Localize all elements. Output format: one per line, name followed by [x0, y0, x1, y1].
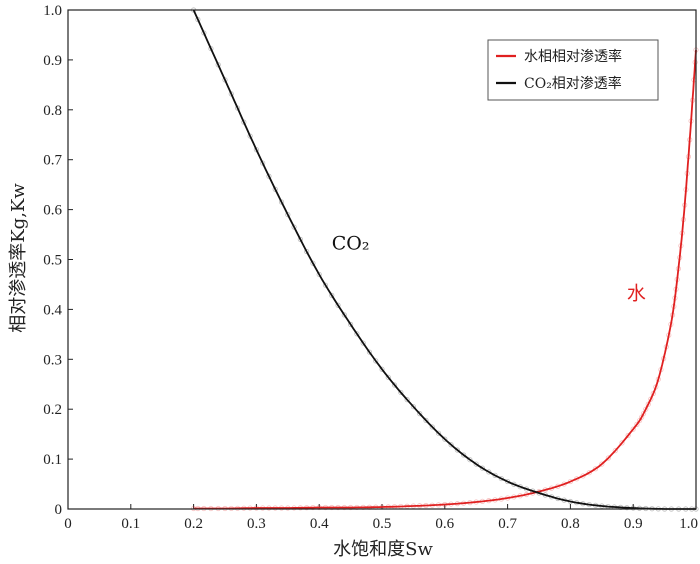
y-tick-label: 0 — [55, 502, 63, 518]
y-axis-title: 相对渗透率Kg,Kw — [8, 183, 29, 333]
curve-sample-marker — [404, 397, 410, 403]
curve-sample-marker — [429, 424, 435, 430]
legend-label-water: 水相相对渗透率 — [524, 48, 622, 65]
curve-sample-marker — [417, 411, 423, 417]
x-axis-ticks: 0 0.1 0.2 0.3 0.4 0.5 0.6 0.7 0.8 0.9 1.0 — [64, 504, 698, 532]
co2-rel-perm-curve — [192, 9, 696, 510]
series-layer — [191, 7, 699, 512]
curve-sample-marker — [304, 248, 310, 255]
y-tick-label: 0.3 — [43, 352, 62, 368]
curve-sample-marker — [473, 461, 479, 467]
curve-sample-marker — [341, 312, 347, 318]
x-tick-label: 0 — [64, 516, 72, 532]
plot-frame — [67, 9, 697, 510]
curve-sample-marker — [454, 447, 460, 453]
curve-sample-marker — [492, 472, 498, 478]
curve-sample-marker — [461, 452, 467, 458]
curve-sample-marker — [448, 442, 454, 448]
x-tick-label: 0.2 — [184, 516, 203, 532]
curve-sample-marker — [354, 331, 360, 337]
y-axis-ticks: 0 0.1 0.2 0.3 0.4 0.5 0.6 0.7 0.8 0.9 1.0 — [43, 3, 73, 518]
curve-sample-marker — [498, 475, 504, 482]
curve-sample-marker — [605, 455, 611, 461]
curve-sample-marker — [467, 457, 473, 463]
x-tick-label: 0.8 — [561, 516, 580, 532]
curve-sample-marker — [586, 470, 592, 476]
curve-sample-marker — [260, 160, 266, 166]
curve-sample-marker — [329, 292, 335, 298]
curve-sample-marker — [247, 133, 253, 139]
curve-sample-marker — [639, 414, 645, 420]
curve-sample-marker — [504, 478, 511, 485]
x-tick-label: 0.6 — [435, 516, 454, 532]
curve-sample-marker — [435, 430, 442, 436]
curve-sample-marker — [592, 466, 599, 472]
curve-annotations: CO₂ 水 — [332, 233, 646, 305]
curve-sample-marker — [385, 374, 391, 380]
x-tick-label: 0.4 — [310, 516, 329, 532]
curve-sample-marker — [630, 426, 636, 432]
x-axis-title: 水饱和度Sw — [333, 539, 433, 560]
curve-sample-marker — [310, 260, 316, 266]
y-tick-label: 0.1 — [43, 452, 62, 468]
curve-sample-marker — [360, 340, 366, 346]
curve-sample-marker — [379, 366, 385, 372]
curve-sample-marker — [625, 432, 631, 439]
curve-sample-marker — [347, 321, 354, 327]
curve-sample-marker — [297, 236, 303, 242]
y-tick-label: 0.2 — [43, 402, 62, 418]
co2-curve-label: CO₂ — [332, 233, 370, 255]
y-tick-label: 0.9 — [43, 53, 62, 69]
curve-sample-marker — [643, 406, 649, 412]
y-tick-label: 0.4 — [43, 302, 62, 318]
curve-sample-marker — [442, 436, 448, 442]
x-tick-label: 0.7 — [498, 516, 517, 532]
y-tick-label: 0.7 — [43, 153, 62, 169]
legend: 水相相对渗透率 CO₂相对渗透率 — [487, 39, 659, 101]
y-tick-label: 0.6 — [43, 203, 62, 219]
curve-sample-marker — [322, 282, 329, 288]
curve-sample-marker — [335, 302, 341, 308]
curve-sample-marker — [285, 211, 291, 218]
curve-sample-marker — [580, 473, 586, 479]
curve-sample-marker — [391, 382, 398, 388]
curve-sample-marker — [253, 147, 259, 153]
curve-sample-marker — [266, 173, 272, 179]
curve-sample-marker — [612, 448, 618, 454]
x-tick-label: 0.3 — [247, 516, 266, 532]
y-tick-label: 1.0 — [43, 3, 62, 19]
curve-sample-marker — [423, 417, 429, 423]
curve-sample-marker — [291, 224, 297, 230]
curve-sample-marker — [619, 440, 625, 446]
curve-sample-marker — [278, 199, 285, 205]
y-tick-label: 0.5 — [43, 253, 62, 269]
curve-sample-marker — [636, 417, 643, 424]
legend-box — [487, 39, 659, 101]
water-curve-label: 水 — [627, 282, 646, 304]
curve-sample-marker — [272, 186, 278, 192]
x-tick-label: 0.1 — [121, 516, 140, 532]
y-tick-label: 0.8 — [43, 103, 62, 119]
curve-sample-marker — [398, 389, 404, 396]
x-tick-label: 0.9 — [624, 516, 643, 532]
curve-sample-marker — [645, 401, 651, 407]
curve-sample-marker — [316, 271, 322, 278]
curve-sample-marker — [410, 404, 416, 410]
curve-sample-marker — [366, 349, 373, 355]
curve-sample-marker — [486, 469, 492, 475]
curve-sample-marker — [599, 461, 605, 467]
curve-sample-marker — [640, 410, 647, 417]
water-rel-perm-curve — [193, 49, 697, 510]
x-tick-label: 1.0 — [679, 516, 698, 532]
x-tick-label: 0.5 — [373, 516, 392, 532]
curve-sample-marker — [634, 421, 640, 427]
legend-label-co2: CO₂相对渗透率 — [524, 75, 622, 92]
curve-sample-marker — [479, 465, 486, 471]
curve-sample-marker — [373, 358, 379, 364]
